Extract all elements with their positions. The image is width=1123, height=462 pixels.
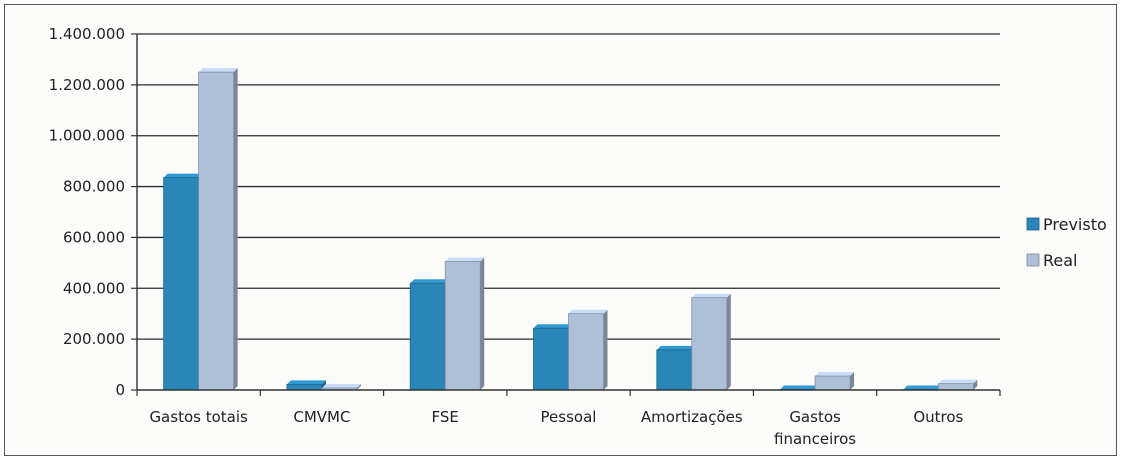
bar-real-6: [814, 372, 855, 391]
bar-top: [198, 68, 238, 73]
bar-front: [198, 71, 235, 391]
legend-swatch: [1026, 217, 1040, 231]
y-tick-label: 1.400.000: [49, 25, 125, 43]
bar-top: [445, 257, 485, 262]
bar-top: [410, 279, 450, 284]
bar-previsto-5: [656, 345, 696, 391]
bar-side: [356, 383, 361, 390]
bar-real-2: [321, 383, 361, 391]
bar-front: [937, 383, 974, 391]
y-tick-label: 1.200.000: [49, 76, 125, 94]
bar-front: [286, 384, 323, 391]
bar-side: [233, 68, 238, 391]
bar-side: [603, 309, 608, 390]
legend: Previsto Real: [1026, 215, 1107, 270]
legend-item-previsto: Previsto: [1026, 215, 1107, 234]
y-tick-label: 800.000: [63, 178, 125, 196]
bar-top: [780, 385, 820, 390]
bar-front: [409, 282, 446, 391]
x-tick-label: CMVMC: [293, 408, 350, 426]
bar-top: [321, 383, 361, 388]
legend-label: Real: [1043, 251, 1078, 270]
y-tick-label: 200.000: [63, 330, 125, 348]
bar-top: [568, 309, 608, 314]
bar-top: [815, 372, 855, 377]
legend-swatch: [1026, 253, 1040, 267]
bar-previsto-2: [286, 380, 326, 391]
bar-top: [163, 173, 203, 178]
bar-real-1: [198, 68, 238, 391]
axes: [136, 34, 1001, 396]
x-tick-label: FSE: [432, 408, 459, 426]
y-tick-label: 600.000: [63, 228, 125, 246]
bar-real-4: [568, 309, 608, 391]
bar-front: [533, 327, 569, 391]
bar-previsto-1: [163, 173, 203, 391]
x-tick-label: Pessoal: [541, 408, 597, 426]
legend-label: Previsto: [1043, 215, 1107, 234]
gridlines: [137, 33, 1000, 340]
bars: [163, 68, 978, 391]
bar-top: [903, 385, 943, 390]
bar-top: [691, 293, 731, 298]
bar-real-3: [444, 257, 485, 391]
bar-top: [656, 345, 696, 350]
bar-previsto-3: [409, 279, 450, 391]
y-axis-ticks: 0 200.000 400.000 600.000 800.000 1.000.000 1.…: [49, 25, 137, 399]
bar-real-5: [691, 293, 731, 391]
bar-top: [533, 324, 573, 329]
bar-side: [480, 257, 485, 390]
bar-front: [814, 375, 851, 391]
y-tick-label: 400.000: [63, 279, 125, 297]
bar-top: [286, 380, 326, 385]
bar-front: [656, 349, 693, 391]
bar-front: [163, 177, 200, 391]
bar-previsto-4: [533, 324, 573, 391]
bar-front: [691, 297, 728, 391]
bar-real-7: [937, 379, 978, 391]
x-axis-categories: Gastos totais CMVMC FSE Pessoal Amortizações…: [149, 408, 963, 448]
bar-top: [938, 379, 978, 384]
y-tick-label: 1.000.000: [49, 127, 125, 145]
bar-side: [726, 293, 731, 390]
bar-side: [850, 372, 855, 390]
y-tick-label: 0: [115, 381, 125, 399]
x-tick-label: Gastos financeiros: [774, 408, 856, 448]
x-tick-label: Outros: [913, 408, 963, 426]
legend-item-real: Real: [1026, 251, 1078, 270]
bar-side: [973, 379, 978, 390]
x-tick-label: Gastos totais: [149, 408, 248, 426]
bar-front: [568, 313, 604, 391]
x-tick-label: Amortizações: [641, 408, 743, 426]
bar-front: [444, 261, 481, 391]
